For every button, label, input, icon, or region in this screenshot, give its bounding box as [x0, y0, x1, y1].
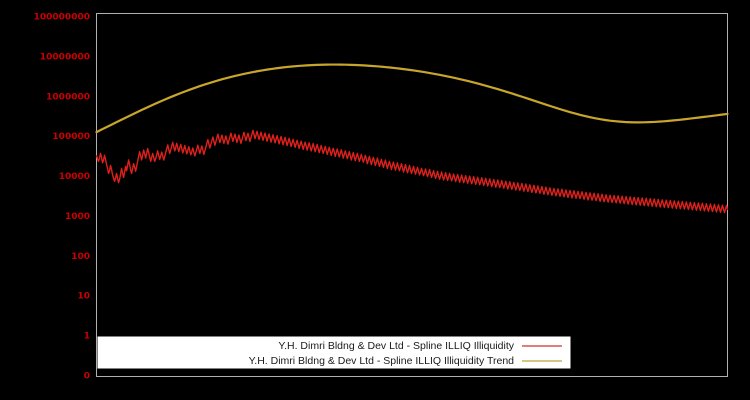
y-axis-tick-label: 100000	[52, 132, 90, 142]
y-axis-tick-label: 100000000	[34, 13, 90, 23]
y-axis-tick-labels: 1000000001000000010000001000001000010001…	[34, 13, 90, 382]
y-axis-tick-label: 10000	[59, 172, 90, 182]
series-line-illiquidity-trend	[95, 63, 729, 134]
series-line-illiquidity	[95, 129, 729, 214]
plot-area-frame	[96, 13, 728, 377]
legend-background	[97, 336, 571, 369]
chart-legend[interactable]: Y.H. Dimri Bldng & Dev Ltd - Spline ILLI…	[97, 336, 571, 369]
y-axis-tick-label: 1	[84, 332, 90, 342]
y-axis-tick-label: 100	[71, 252, 90, 262]
y-axis-tick-label: 1000	[65, 212, 90, 222]
y-axis-tick-label: 10	[77, 292, 90, 302]
y-axis-tick-label: 10000000	[40, 52, 90, 62]
y-axis-tick-label: 1000000	[46, 92, 90, 102]
legend-entry-label[interactable]: Y.H. Dimri Bldng & Dev Ltd - Spline ILLI…	[249, 355, 515, 367]
legend-entry-label[interactable]: Y.H. Dimri Bldng & Dev Ltd - Spline ILLI…	[278, 340, 514, 352]
plot-series-group	[95, 63, 729, 214]
y-axis-tick-label: 0	[84, 372, 90, 382]
